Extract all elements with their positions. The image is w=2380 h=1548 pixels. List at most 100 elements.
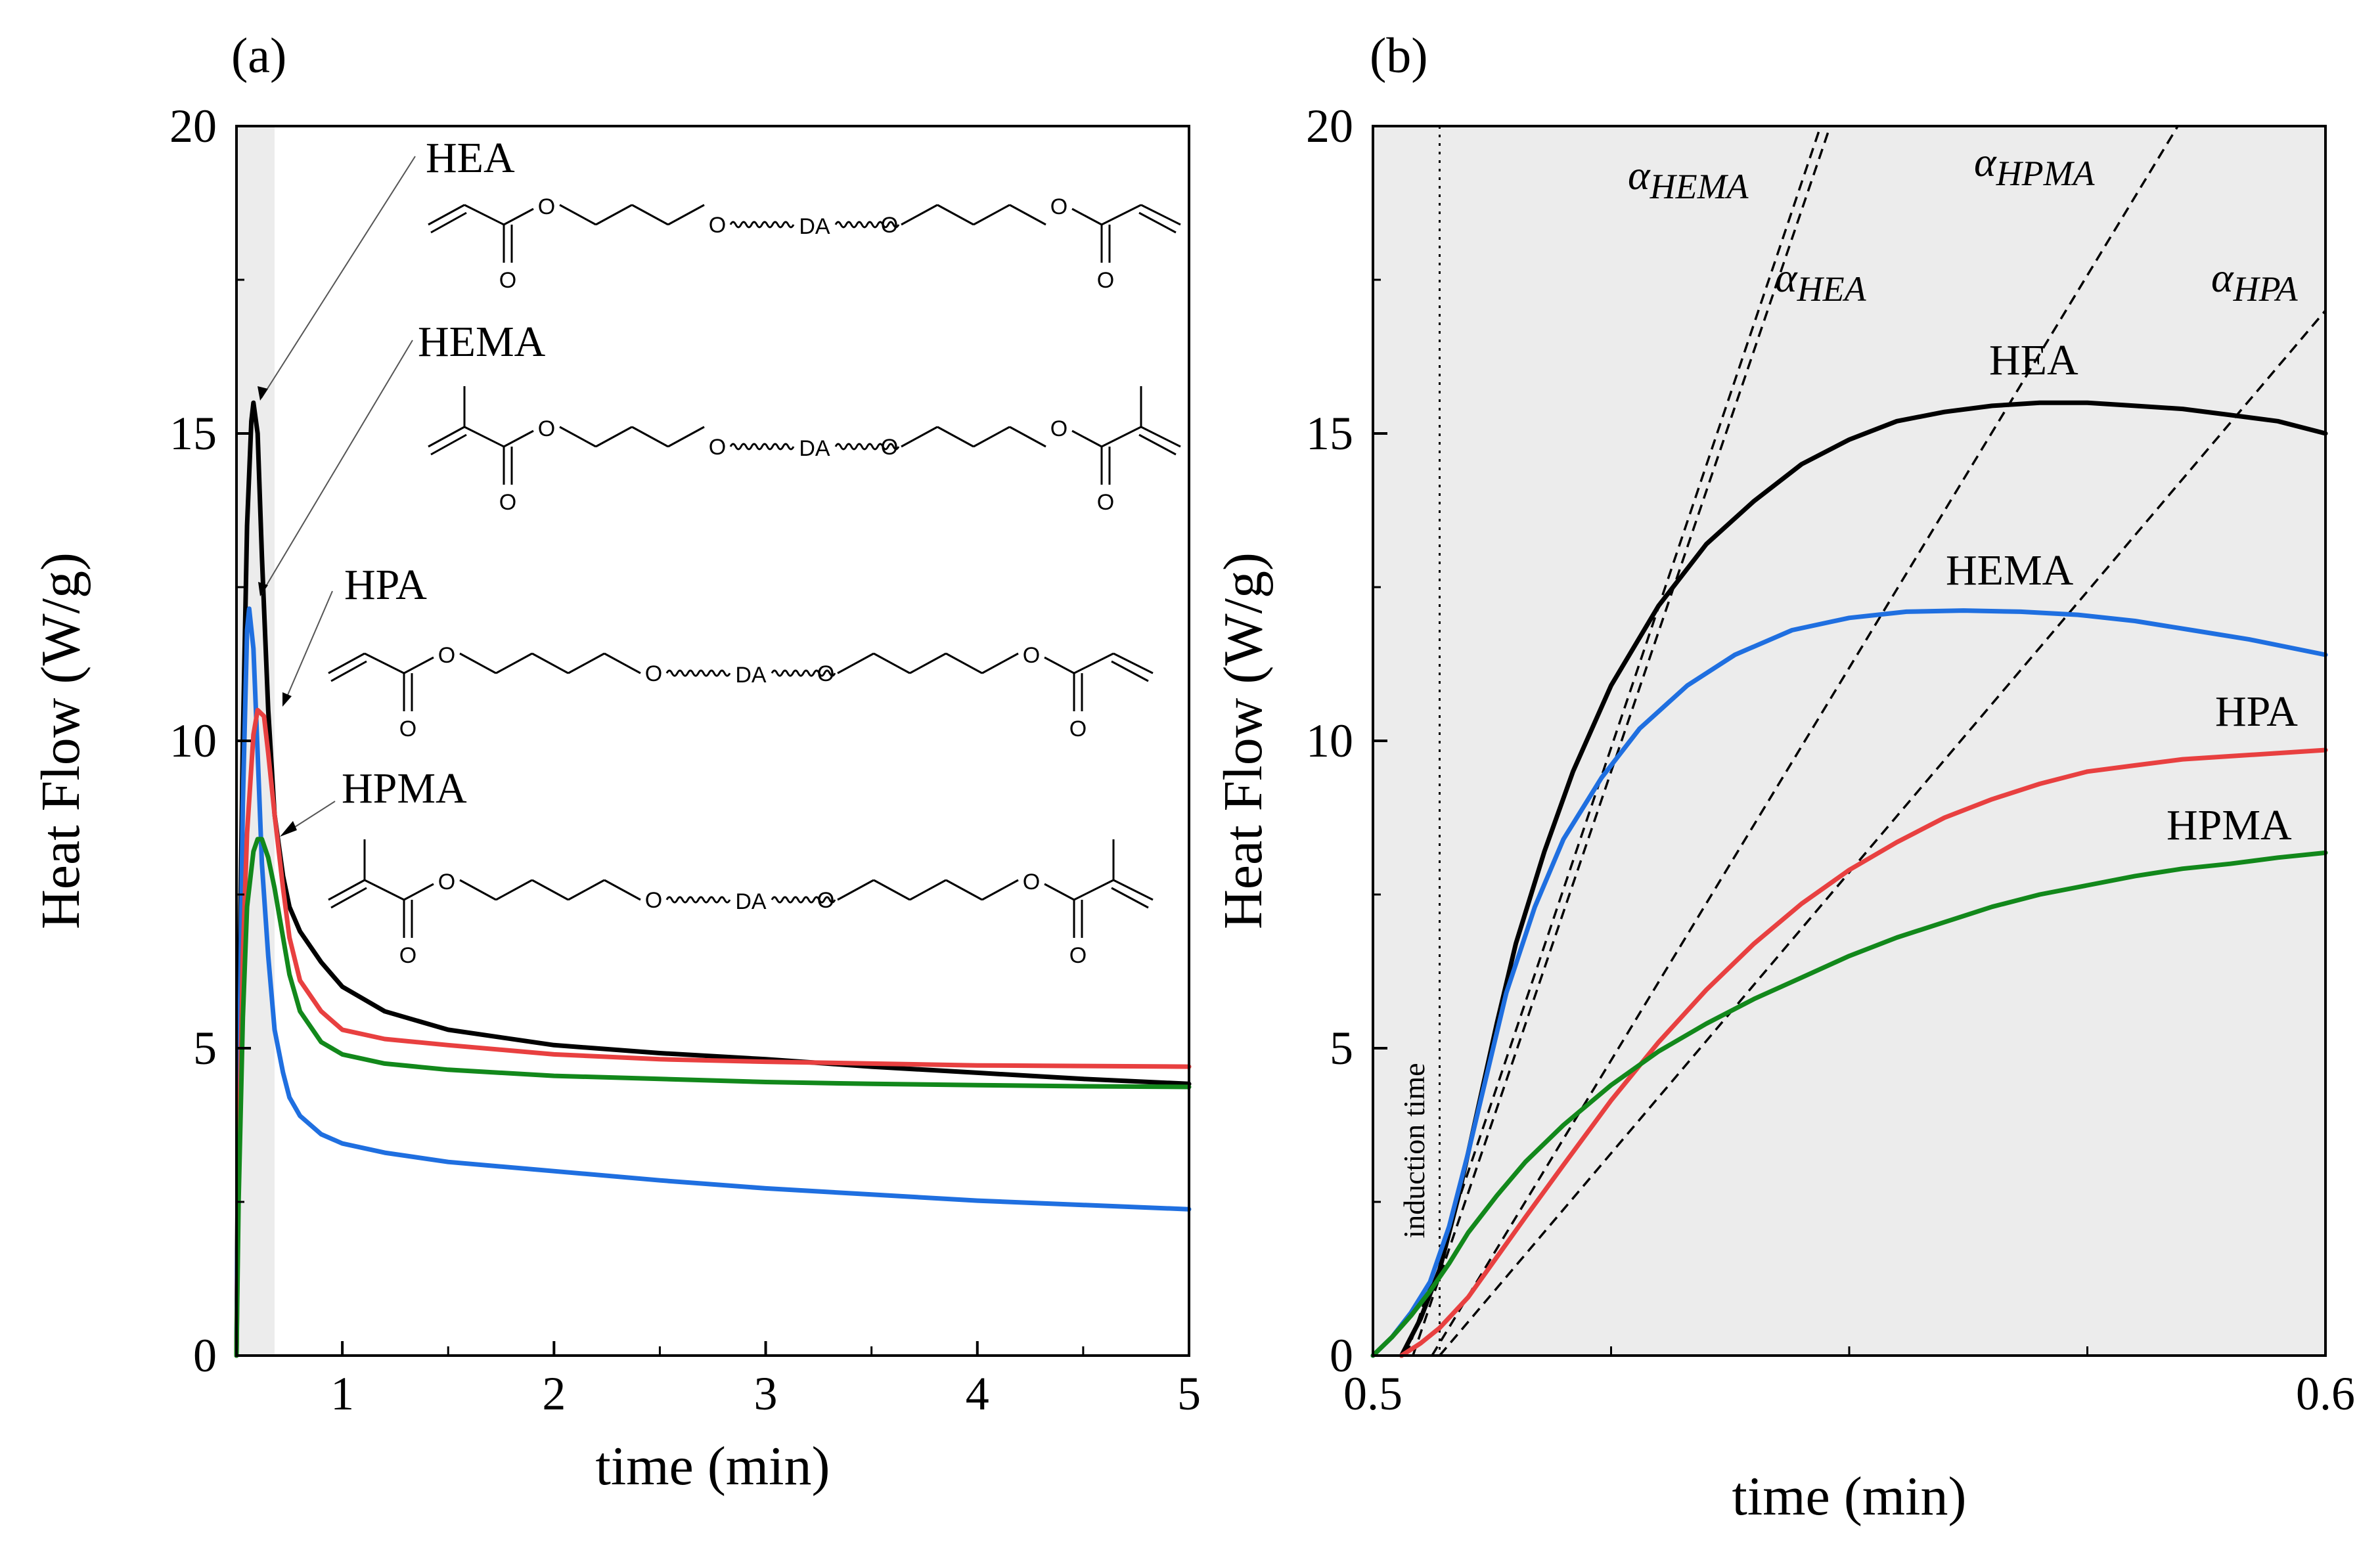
bond: [495, 652, 533, 674]
bond: [973, 426, 1010, 448]
x-tick-label: 2: [542, 1367, 566, 1420]
bond: [631, 426, 669, 448]
bond: [873, 879, 910, 901]
x-tick-label: 0.6: [2296, 1367, 2355, 1420]
bond: [459, 652, 497, 674]
bond: [604, 879, 641, 901]
alpha-hpma-label: αHPMA: [1974, 139, 2096, 193]
bond: [531, 652, 569, 674]
bond: [364, 879, 405, 901]
series-line-hpma: [234, 837, 1192, 1358]
series-line-hema: [1370, 608, 2328, 1358]
x-tick-label: 5: [1177, 1367, 1201, 1420]
y-tick-label: 20: [169, 100, 217, 152]
chem-atom-o: O: [399, 943, 416, 968]
bond: [595, 204, 633, 226]
structure-hema: O O O DA O O O: [428, 386, 1181, 515]
bond: [1101, 204, 1142, 226]
bond: [1073, 879, 1114, 901]
tangent-line-hema: [1405, 125, 1822, 1356]
bond: [909, 879, 947, 901]
x-tick-label: 0.5: [1343, 1367, 1403, 1420]
bond: [1113, 879, 1154, 901]
bond: [981, 879, 1019, 901]
y-tick-label: 15: [1306, 407, 1353, 460]
y-tick-label: 20: [1306, 100, 1353, 152]
chem-label-da: DA: [735, 889, 767, 914]
chem-atom-o: O: [817, 888, 834, 913]
panel-b-label: (b): [1370, 28, 1428, 83]
chem-atom-o: O: [499, 268, 516, 293]
chem-atom-o: O: [1023, 870, 1040, 895]
bond: [1044, 656, 1075, 674]
bond: [459, 879, 497, 901]
panel-b-shaded-region: [1373, 126, 2325, 1356]
bond: [937, 204, 974, 226]
bond: [873, 652, 910, 674]
chem-atom-o: O: [438, 870, 455, 895]
bond: [531, 879, 569, 901]
annot-hpa-label: HPA: [344, 561, 427, 609]
arrowhead-hema: [258, 582, 268, 596]
bond: [1044, 883, 1075, 901]
panel-b-label-hpma: HPMA: [2167, 801, 2292, 849]
pointer-hea: [261, 156, 416, 399]
arrowhead-hpa: [282, 692, 292, 707]
x-tick-label: 1: [330, 1367, 354, 1420]
bond: [604, 652, 641, 674]
annotation-pointers: [261, 156, 416, 835]
panel-a-label: (a): [231, 28, 286, 83]
induction-time-label: induction time: [1397, 1063, 1431, 1238]
chem-atom-o: O: [1023, 643, 1040, 668]
chem-atom-o: O: [499, 490, 516, 515]
bond: [667, 204, 705, 226]
y-tick-label: 10: [169, 715, 217, 767]
structure-hpa: O O O DA O O O: [328, 643, 1154, 741]
chem-atom-o: O: [1097, 490, 1114, 515]
bond: [1101, 426, 1142, 448]
panel-a: (a) 0 5 10 15 20 1 2 3 4 5 time (min) Heat Flow (…: [30, 28, 1201, 1497]
chem-atom-o: O: [1069, 717, 1087, 741]
bond: [1073, 652, 1114, 674]
y-tick-label: 5: [193, 1022, 217, 1074]
bond: [1138, 211, 1177, 234]
bond: [430, 433, 467, 456]
pointer-hpa: [283, 590, 333, 705]
chem-atom-o: O: [1050, 416, 1067, 441]
x-tick-label: 4: [966, 1367, 989, 1420]
chem-atom-o: O: [538, 416, 555, 441]
chemical-structures: O O O DA O O O O O O DA O O O O O O DA O O O O O O DA O O O: [328, 194, 1181, 968]
chem-atom-o: O: [1050, 194, 1067, 219]
bond: [568, 879, 605, 901]
tangent-line-hpma: [1431, 125, 2179, 1356]
panel-a-axes: 0 5 10 15 20 1 2 3 4 5: [169, 100, 1201, 1420]
bond: [901, 426, 938, 448]
panel-b-axes: 0 5 10 15 20 0.5 0.6: [1306, 100, 2355, 1420]
panel-a-series-lines: [234, 400, 1192, 1358]
bond: [837, 652, 874, 674]
bond: [428, 426, 465, 448]
bond: [981, 652, 1019, 674]
bond: [568, 652, 605, 674]
bond: [595, 426, 633, 448]
chem-atom-o: O: [399, 717, 416, 741]
bond: [973, 204, 1010, 226]
chem-label-da: DA: [799, 436, 830, 461]
wavy-link: [834, 443, 900, 451]
chem-atom-o: O: [645, 661, 662, 686]
y-tick-label: 0: [193, 1329, 217, 1382]
panel-b-label-hpa: HPA: [2215, 688, 2298, 736]
annot-hema-label: HEMA: [418, 318, 546, 366]
wavy-link: [771, 669, 836, 677]
chem-label-da: DA: [735, 663, 767, 688]
bond: [945, 879, 983, 901]
bond: [837, 879, 874, 901]
bond: [1111, 660, 1149, 682]
bond: [430, 211, 467, 234]
chem-atom-o: O: [709, 213, 726, 238]
alpha-hema-label: αHEMA: [1628, 152, 1749, 206]
panel-b-frame: [1372, 125, 2327, 1357]
series-line-hema: [234, 606, 1192, 1358]
bond: [1009, 204, 1046, 226]
